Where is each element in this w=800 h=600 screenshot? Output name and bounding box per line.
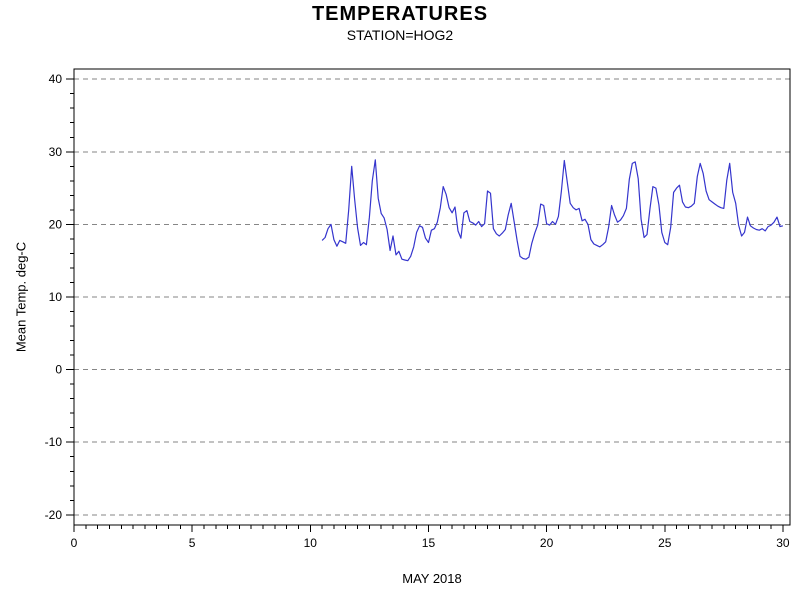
y-tick-label: 30 — [49, 145, 63, 159]
x-tick-label: 5 — [189, 536, 196, 550]
x-tick-label: 10 — [304, 536, 318, 550]
chart-title: TEMPERATURES — [311, 3, 489, 25]
x-axis-label: MAY 2018 — [402, 571, 462, 586]
x-tick-label: 30 — [776, 536, 790, 550]
y-tick-label: 20 — [49, 217, 63, 231]
x-tick-label: 15 — [422, 536, 436, 550]
x-tick-label: 20 — [540, 536, 554, 550]
y-tick-label: -20 — [45, 508, 63, 522]
x-tick-label: 0 — [71, 536, 78, 550]
chart-subtitle: STATION=HOG2 — [346, 27, 454, 43]
y-tick-label: -10 — [45, 435, 63, 449]
plot-frame — [73, 68, 791, 526]
y-tick-label: 0 — [55, 363, 62, 377]
x-tick-label: 25 — [658, 536, 672, 550]
temperature-line — [321, 159, 784, 262]
y-tick-label: 40 — [49, 72, 63, 86]
y-tick-label: 10 — [49, 290, 63, 304]
